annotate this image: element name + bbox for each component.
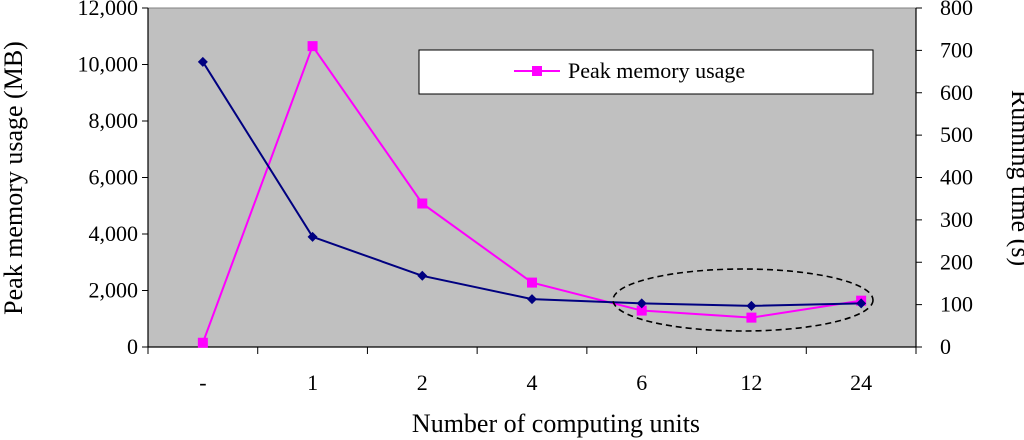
data-point <box>197 337 208 348</box>
x-tick-label: 24 <box>850 370 872 395</box>
y-right-tick-label: 400 <box>940 165 973 190</box>
series-layer <box>197 41 867 348</box>
data-point <box>307 41 318 52</box>
x-axis-title: Number of computing units <box>412 409 700 438</box>
y-right-tick-label: 500 <box>940 122 973 147</box>
x-tick-label: 6 <box>636 370 647 395</box>
y-right-tick-label: 600 <box>940 80 973 105</box>
data-point <box>636 298 647 309</box>
y-left-tick-label: 6,000 <box>89 165 139 190</box>
legend-box <box>418 49 874 95</box>
data-point <box>636 305 647 316</box>
highlight-ellipse <box>612 268 874 332</box>
data-point <box>746 300 757 311</box>
x-tick-label: 2 <box>417 370 428 395</box>
x-axis-ticks: -1 2 4 6 12 24 <box>147 347 917 395</box>
right-axis-ticks: 0 100 200 300 400 500 600 700 800 <box>916 0 973 359</box>
legend: Peak memory usage <box>418 49 874 95</box>
data-point <box>417 198 428 209</box>
y-left-tick-label: 8,000 <box>89 108 139 133</box>
y-right-tick-label: 200 <box>940 249 973 274</box>
x-tick-label: - <box>199 370 206 395</box>
x-tick-label: 4 <box>527 370 538 395</box>
data-point <box>197 56 208 67</box>
y-left-tick-label: 4,000 <box>89 221 139 246</box>
series-1 <box>197 56 867 311</box>
legend-marker <box>532 66 542 76</box>
y-right-tick-label: 0 <box>940 334 951 359</box>
left-axis-ticks: 0 2,000 4,000 6,000 8,000 10,000 12,000 <box>78 0 148 359</box>
data-point <box>417 270 428 281</box>
x-tick-label: 12 <box>740 370 762 395</box>
y-left-tick-label: 12,000 <box>78 0 139 20</box>
legend-label: Peak memory usage <box>568 58 745 83</box>
y-left-tick-label: 10,000 <box>78 52 139 77</box>
data-point <box>527 277 537 288</box>
y-right-tick-label: 800 <box>940 0 973 20</box>
data-point <box>746 312 757 323</box>
x-tick-label: 1 <box>307 370 318 395</box>
data-point <box>527 294 537 305</box>
y-axis-left-title: Peak memory usage (MB) <box>0 41 28 315</box>
y-right-tick-label: 300 <box>940 207 973 232</box>
data-point <box>307 231 318 242</box>
y-left-tick-label: 0 <box>127 334 138 359</box>
y-right-tick-label: 700 <box>940 37 973 62</box>
y-left-tick-label: 2,000 <box>89 278 139 303</box>
y-right-tick-label: 100 <box>940 292 973 317</box>
y-axis-right-title: Running time (s) <box>1006 90 1024 266</box>
data-point <box>856 298 867 309</box>
